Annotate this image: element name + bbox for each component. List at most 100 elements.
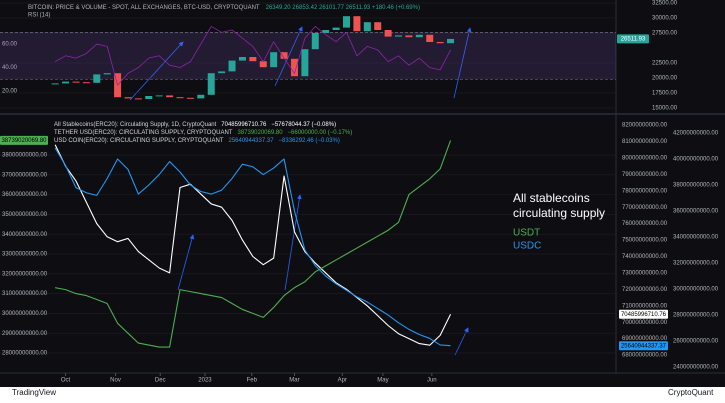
candle bbox=[145, 96, 153, 99]
candle bbox=[353, 16, 361, 32]
candle bbox=[374, 22, 382, 30]
y-tick-label: 75000000000.00 bbox=[622, 238, 668, 244]
price-tag-label: 70485996710.76 bbox=[621, 312, 667, 318]
price-tag bbox=[0, 135, 48, 145]
series-change: −57678044.37 (−0.08%) bbox=[271, 122, 336, 128]
x-tick-label: Jun bbox=[427, 378, 437, 384]
y-tick-label: 78000000000.00 bbox=[622, 188, 668, 194]
candle bbox=[155, 95, 163, 97]
candle bbox=[343, 16, 350, 28]
y-tick-label: 76000000000.00 bbox=[622, 221, 668, 227]
y-tick-label: 40.00 bbox=[2, 65, 18, 71]
series-last-value: 38739020069.80 bbox=[237, 130, 283, 136]
y-tick-label: 34000000000.00 bbox=[2, 232, 48, 238]
y-tick-label: 80000000000.00 bbox=[622, 156, 668, 162]
y-tick-label: 71000000000.00 bbox=[622, 303, 668, 309]
price-tag-label: 38739020069.80 bbox=[1, 138, 47, 144]
x-tick-label: 2023 bbox=[198, 378, 212, 384]
y-tick-label: 72000000000.00 bbox=[622, 287, 668, 293]
x-tick-label: Mar bbox=[289, 378, 299, 384]
y-tick-label: 24000000000.00 bbox=[673, 365, 719, 371]
y-tick-label: 70000000000.00 bbox=[622, 320, 668, 326]
x-tick-label: May bbox=[377, 378, 388, 384]
candle bbox=[259, 61, 267, 68]
series-last-value: 70485996710.76 bbox=[221, 122, 267, 128]
candle bbox=[395, 35, 403, 37]
footer-left: TradingView bbox=[12, 388, 57, 397]
y-tick-label: 60.00 bbox=[2, 42, 18, 48]
y-tick-label: 26000000000.00 bbox=[673, 339, 719, 345]
candle bbox=[426, 34, 434, 42]
candle bbox=[207, 73, 215, 95]
y-tick-label: 73000000000.00 bbox=[622, 271, 668, 277]
y-tick-label: 68000000000.00 bbox=[622, 353, 668, 359]
arrow bbox=[284, 194, 302, 291]
candle bbox=[197, 94, 205, 99]
y-tick-label: 34000000000.00 bbox=[673, 235, 719, 241]
y-tick-label: 28000000000.00 bbox=[673, 313, 719, 319]
candle bbox=[363, 22, 371, 32]
price-tag bbox=[617, 34, 649, 44]
ohlc: 26349.20 26853.42 26101.77 26511.93 +180… bbox=[266, 5, 420, 11]
y-tick-label: 30000000000.00 bbox=[2, 311, 48, 317]
series-change: −8336292.46 (−0.03%) bbox=[279, 138, 340, 144]
x-tick-label: Dec bbox=[155, 378, 166, 384]
series-name: TETHER USD(ERC20): CIRCULATING SUPPLY, C… bbox=[54, 130, 233, 136]
series-header: All Stablecoins(ERC20): Circulating Supp… bbox=[54, 122, 336, 128]
candle bbox=[332, 27, 340, 30]
y-tick-label: 17500.00 bbox=[652, 91, 678, 97]
y-tick-label: 27500.00 bbox=[652, 31, 678, 37]
series-name: All Stablecoins(ERC20): Circulating Supp… bbox=[54, 122, 217, 128]
y-tick-label: 15000.00 bbox=[652, 106, 678, 112]
candle bbox=[228, 60, 236, 72]
candle bbox=[322, 30, 330, 33]
candle bbox=[249, 57, 257, 62]
candle bbox=[447, 38, 455, 44]
price-tag bbox=[619, 309, 668, 319]
y-tick-label: 38000000000.00 bbox=[673, 183, 719, 189]
series-name: USD COIN(ERC20): CIRCULATING SUPPLY, CRY… bbox=[54, 138, 224, 144]
candle bbox=[186, 97, 194, 99]
x-tick-label: Feb bbox=[247, 378, 258, 384]
price-tag bbox=[619, 341, 668, 351]
y-tick-label: 36000000000.00 bbox=[673, 209, 719, 215]
series-last-value: 25640944337.37 bbox=[228, 138, 274, 144]
y-tick-label: 30000000000.00 bbox=[673, 287, 719, 293]
footer-right: CryptoQuant bbox=[668, 388, 714, 397]
y-tick-label: 81000000000.00 bbox=[622, 139, 668, 145]
y-tick-label: 38000000000.00 bbox=[2, 153, 48, 159]
y-tick-label: 37000000000.00 bbox=[2, 172, 48, 178]
candle bbox=[124, 97, 132, 99]
candle bbox=[72, 81, 80, 83]
x-tick-label: Nov bbox=[110, 378, 121, 384]
candle bbox=[166, 95, 174, 98]
y-tick-label: 42000000000.00 bbox=[673, 131, 719, 137]
y-tick-label: 31000000000.00 bbox=[2, 291, 48, 297]
arrow bbox=[177, 234, 195, 291]
candle bbox=[176, 97, 184, 99]
candle bbox=[270, 52, 278, 68]
price-tag-label: 26511.93 bbox=[621, 37, 646, 43]
candle bbox=[301, 49, 309, 77]
series-header: USD COIN(ERC20): CIRCULATING SUPPLY, CRY… bbox=[54, 138, 340, 144]
y-tick-label: 28000000000.00 bbox=[2, 351, 48, 357]
arrow bbox=[274, 26, 303, 87]
candle bbox=[405, 35, 413, 38]
x-tick-label: Oct bbox=[61, 378, 71, 384]
candle bbox=[238, 57, 246, 61]
candle bbox=[134, 98, 142, 100]
candle bbox=[384, 30, 392, 37]
legend-item: USDC bbox=[513, 241, 541, 252]
y-tick-label: 77000000000.00 bbox=[622, 205, 668, 211]
y-tick-label: 29000000000.00 bbox=[2, 331, 48, 337]
x-tick-label: Apr bbox=[338, 378, 347, 384]
candle bbox=[93, 74, 101, 83]
y-tick-label: 40000000000.00 bbox=[673, 157, 719, 163]
legend-title: All stablecoins circulating supply bbox=[513, 191, 606, 220]
candle bbox=[103, 73, 111, 75]
series-header: RSI (14) bbox=[28, 13, 50, 19]
price-tag-label: 25640944337.37 bbox=[621, 343, 667, 349]
chart: 15000.00 17500.00 20000.00 22500.00 27500.00… bbox=[0, 0, 725, 387]
y-tick-label: 22500.00 bbox=[652, 61, 678, 67]
